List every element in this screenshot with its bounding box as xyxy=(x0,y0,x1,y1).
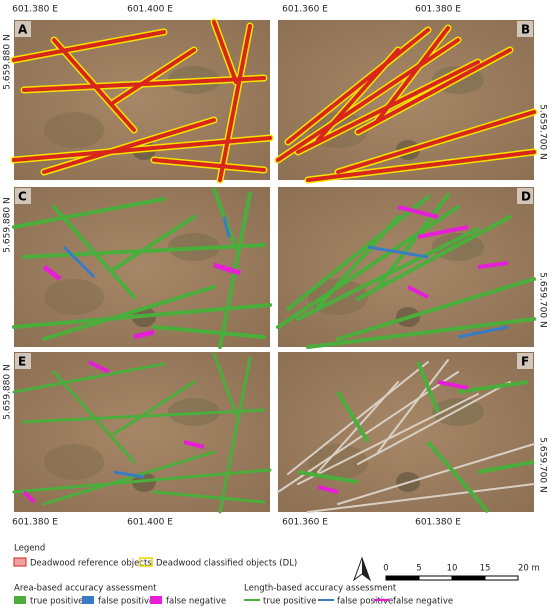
panel-letter: F xyxy=(521,355,529,369)
panel-letter: A xyxy=(18,23,28,37)
legend-label: false negative xyxy=(393,597,453,607)
scale-label: 5 xyxy=(416,564,421,574)
panel-letter: C xyxy=(18,190,27,204)
scale-label: 0 xyxy=(383,564,388,574)
coord-label: 5.659.880 N xyxy=(3,34,13,89)
legend-swatch xyxy=(82,596,94,604)
panel-letter: E xyxy=(18,355,26,369)
legend-label: Deadwood classified objects (DL) xyxy=(156,559,297,569)
legend-swatch xyxy=(13,557,27,567)
coord-label: 5.659.880 N xyxy=(3,364,13,419)
coord-label: 601.380 E xyxy=(12,518,58,528)
panel-d: D xyxy=(276,187,536,349)
legend-title: Legend xyxy=(14,544,45,554)
panel-letter: D xyxy=(521,190,531,204)
scale-label: 10 xyxy=(447,564,458,574)
legend-subtitle: Area-based accuracy assessment xyxy=(14,584,157,594)
legend-label: false positive xyxy=(98,597,154,607)
legend-label: false negative xyxy=(166,597,226,607)
north-arrow xyxy=(362,558,370,580)
coord-label: 601.380 E xyxy=(415,518,461,528)
coord-label: 601.400 E xyxy=(127,518,173,528)
legend-swatch xyxy=(139,557,153,567)
panel-c: C xyxy=(12,187,272,349)
panel-e: E xyxy=(12,352,272,514)
coord-label: 601.360 E xyxy=(282,518,328,528)
legend-label: true positive xyxy=(263,597,317,607)
coord-label: 601.360 E xyxy=(282,5,328,15)
coord-label: 601.380 E xyxy=(12,5,58,15)
coord-label: 601.400 E xyxy=(127,5,173,15)
legend-swatch xyxy=(150,596,162,604)
legend-subtitle: Length-based accuracy assessment xyxy=(244,584,397,594)
legend-swatch xyxy=(14,596,26,604)
coord-label: 5.659.700 N xyxy=(538,272,548,327)
legend-label: false positive xyxy=(337,597,393,607)
coord-label: 5.659.880 N xyxy=(3,197,13,252)
panel-letter: B xyxy=(521,23,530,37)
panel-f: F xyxy=(277,352,535,514)
coord-label: 601.380 E xyxy=(415,5,461,15)
scale-label: 15 xyxy=(480,564,491,574)
panel-b: B xyxy=(278,20,534,180)
scale-bar xyxy=(385,575,519,581)
coord-label: 5.659.700 N xyxy=(538,104,548,159)
coord-label: 5.659.700 N xyxy=(538,437,548,492)
panel-a: A xyxy=(14,20,270,180)
legend-label: true positive xyxy=(30,597,84,607)
legend-label: Deadwood reference objects xyxy=(30,559,152,569)
scale-label: 20 m xyxy=(518,564,540,574)
